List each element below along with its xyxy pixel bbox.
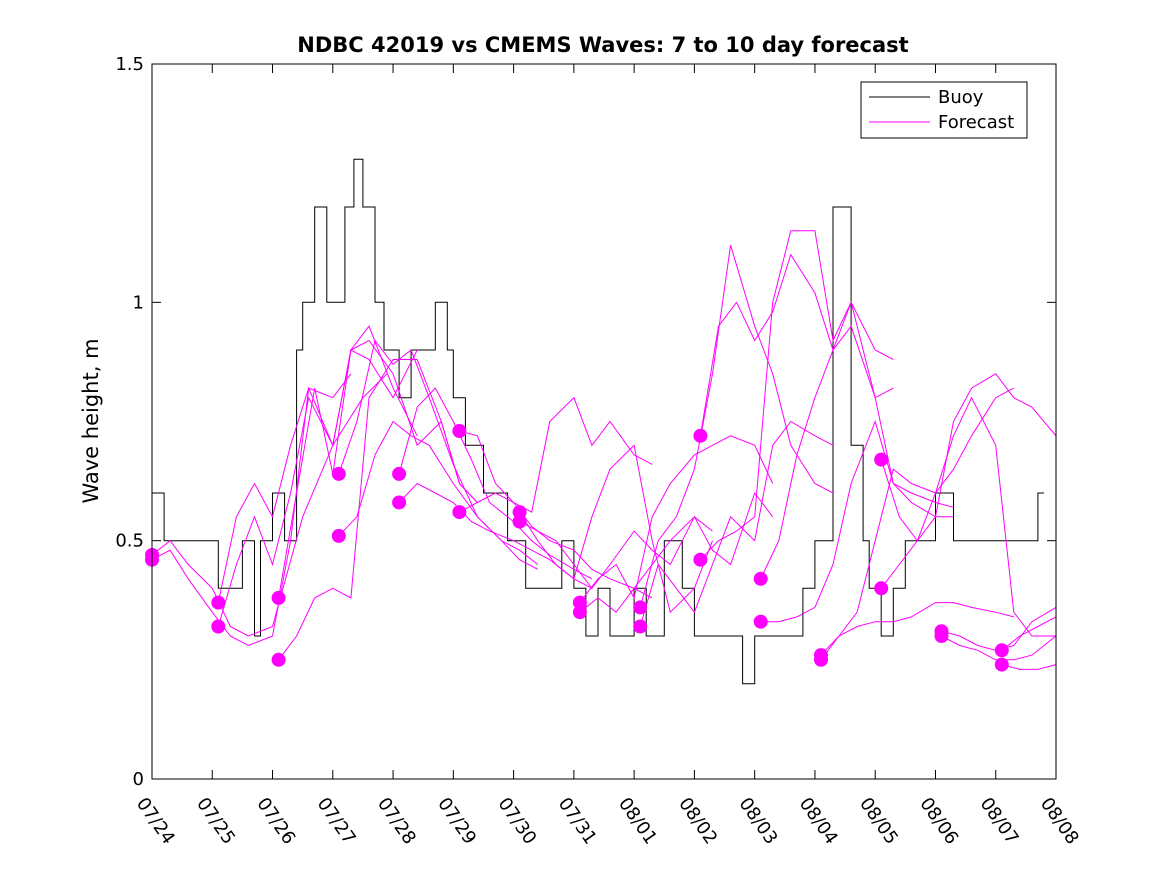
forecast-line-19: [699, 253, 894, 436]
forecast-start-point: [392, 495, 407, 510]
legend-box: [860, 81, 1028, 139]
forecast-line-2: [151, 373, 352, 647]
forecast-line-17: [639, 244, 834, 608]
plot-markers: [145, 424, 1009, 672]
x-tick-label: 08/06: [915, 794, 962, 849]
x-tick-label: 07/24: [132, 794, 179, 849]
y-tick-label: 0.5: [115, 531, 144, 552]
forecast-start-point: [874, 581, 889, 596]
forecast-line-25: [880, 373, 1057, 542]
forecast-line-24: [820, 387, 1015, 661]
forecast-start-point: [994, 643, 1009, 658]
forecast-line-12: [459, 492, 653, 599]
forecast-line-21: [760, 300, 954, 580]
x-tick-label: 07/27: [313, 794, 360, 849]
forecast-start-point: [874, 452, 889, 467]
forecast-start-point: [994, 657, 1009, 672]
forecast-line-13: [519, 444, 713, 614]
forecast-start-point: [633, 619, 648, 634]
forecast-line-9: [398, 387, 593, 580]
forecast-start-point: [814, 652, 828, 667]
forecast-line-10: [398, 482, 593, 589]
forecast-line-22: [760, 419, 954, 623]
forecast-line-27: [941, 606, 1057, 651]
x-tick-label: 08/03: [735, 794, 782, 849]
forecast-start-point: [271, 590, 286, 605]
x-tick-label: 08/07: [976, 794, 1023, 849]
x-tick-label: 07/31: [554, 794, 601, 849]
axis-ticks: 07/24 07/25 07/26 07/27 07/28 07/29 07/30 07/31…: [115, 54, 1083, 848]
forecast-start-point: [452, 505, 467, 520]
y-tick-label: 1: [133, 292, 144, 313]
forecast-line-26: [880, 396, 1056, 637]
legend: Buoy Forecast: [860, 81, 1028, 139]
forecast-line-7: [338, 339, 539, 565]
forecast-start-point: [211, 595, 226, 610]
legend-buoy-label: Buoy: [938, 87, 984, 108]
forecast-line-11: [459, 396, 653, 513]
x-tick-label: 08/01: [614, 794, 661, 849]
forecast-line-16: [579, 491, 774, 613]
forecast-line-20: [700, 230, 894, 561]
forecast-start-point: [572, 605, 587, 620]
x-tick-label: 07/26: [252, 794, 299, 849]
plot-lines: [151, 158, 1057, 685]
forecast-start-point: [452, 424, 467, 438]
forecast-start-point: [693, 428, 708, 443]
x-tick-label: 07/30: [494, 794, 541, 849]
forecast-start-point: [392, 466, 407, 481]
x-tick-label: 08/04: [795, 794, 842, 849]
forecast-start-point: [331, 466, 346, 481]
forecast-line-1: [151, 373, 388, 637]
forecast-start-point: [753, 571, 768, 586]
forecast-line-23: [820, 602, 1014, 656]
plot-frame: [151, 63, 1057, 780]
x-tick-label: 08/02: [674, 794, 721, 849]
forecast-start-point: [271, 652, 286, 667]
forecast-line-8: [338, 420, 538, 570]
forecast-line-4: [217, 325, 418, 627]
x-tick-label: 08/05: [855, 794, 902, 849]
y-tick-label: 1.5: [115, 54, 144, 75]
chart-title: NDBC 42019 vs CMEMS Waves: 7 to 10 day f…: [297, 33, 908, 57]
forecast-start-point: [512, 514, 527, 529]
forecast-line-14: [519, 516, 713, 590]
x-tick-label: 07/25: [192, 794, 239, 849]
forecast-start-point: [934, 629, 949, 643]
x-tick-label: 07/29: [433, 794, 480, 849]
forecast-line-5: [278, 359, 478, 661]
y-tick-label: 0: [133, 769, 144, 790]
forecast-line-3: [217, 349, 418, 603]
buoy-line: [152, 158, 1044, 685]
forecast-line-6: [278, 339, 478, 598]
forecast-start-point: [693, 552, 708, 567]
forecast-line-15: [579, 435, 774, 603]
y-axis-label: Wave height, m: [79, 338, 103, 503]
forecast-start-point: [633, 600, 648, 615]
forecast-line-18: [639, 420, 834, 627]
legend-forecast-label: Forecast: [938, 112, 1014, 133]
forecast-start-point: [572, 595, 587, 610]
forecast-line-30: [1001, 664, 1057, 670]
forecast-start-point: [211, 619, 226, 634]
forecast-line-28: [941, 635, 1057, 661]
x-tick-label: 08/08: [1036, 794, 1083, 849]
forecast-start-point: [753, 614, 768, 629]
x-tick-label: 07/28: [373, 794, 420, 849]
forecast-line-29: [1001, 616, 1057, 651]
forecast-start-point: [331, 528, 346, 543]
